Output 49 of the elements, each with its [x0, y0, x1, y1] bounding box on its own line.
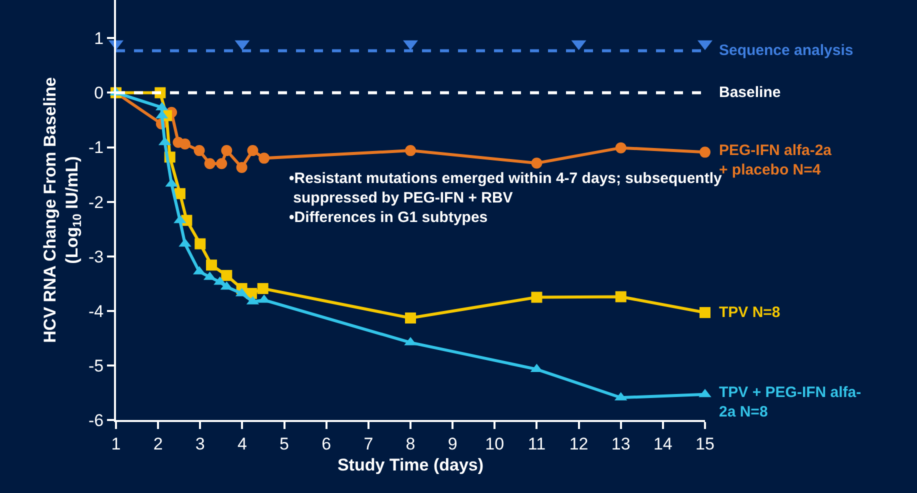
point: [257, 283, 268, 294]
point: [258, 152, 270, 164]
y-tick-label: 0: [94, 84, 104, 103]
x-tick-label: 13: [611, 434, 630, 454]
y-tick-label: 1: [94, 29, 104, 48]
x-tick-label: 3: [195, 434, 205, 454]
y-tick-label: -3: [88, 247, 104, 266]
y-tick-label: -1: [88, 138, 104, 158]
point: [194, 238, 206, 250]
y-tick-label: -4: [88, 302, 104, 321]
point: [615, 142, 626, 154]
x-tick-label: 10: [485, 434, 504, 454]
point: [180, 138, 190, 150]
x-tick-label: 5: [280, 434, 290, 454]
point: [194, 145, 205, 156]
x-tick-label: 15: [696, 434, 714, 454]
point: [700, 146, 710, 158]
x-axis-title: Study Time (days): [337, 455, 484, 474]
x-tick-label: 4: [237, 434, 247, 454]
point: [216, 158, 228, 170]
point: [206, 260, 217, 271]
point: [247, 145, 258, 156]
y-tick-label: -5: [88, 356, 104, 376]
y-tick-label: -2: [88, 192, 104, 212]
point: [405, 145, 416, 156]
point: [405, 312, 416, 324]
x-tick-label: 6: [322, 434, 332, 454]
point: [204, 158, 216, 170]
point: [236, 162, 248, 173]
x-tick-label: 11: [528, 434, 546, 454]
series-label: TPV N=8: [719, 304, 780, 321]
ref-line-label: Sequence analysis: [719, 42, 854, 59]
x-tick-label: 9: [448, 434, 458, 454]
x-tick-label: 2: [153, 434, 163, 454]
point: [531, 292, 542, 303]
point: [700, 307, 710, 318]
y-tick-label: -6: [88, 410, 104, 430]
point: [531, 158, 542, 169]
point: [174, 188, 186, 200]
point: [615, 291, 626, 302]
x-tick-label: 12: [569, 434, 588, 454]
x-tick-label: 7: [364, 434, 374, 454]
point: [221, 145, 232, 156]
ref-line-label: Baseline: [719, 84, 781, 101]
x-tick-label: 8: [406, 434, 416, 454]
point: [221, 270, 232, 281]
x-tick-label: 1: [111, 434, 121, 454]
series-label: TPV + PEG-IFN alfa- 2a N=8: [719, 384, 862, 420]
x-tick-label: 14: [653, 434, 672, 454]
